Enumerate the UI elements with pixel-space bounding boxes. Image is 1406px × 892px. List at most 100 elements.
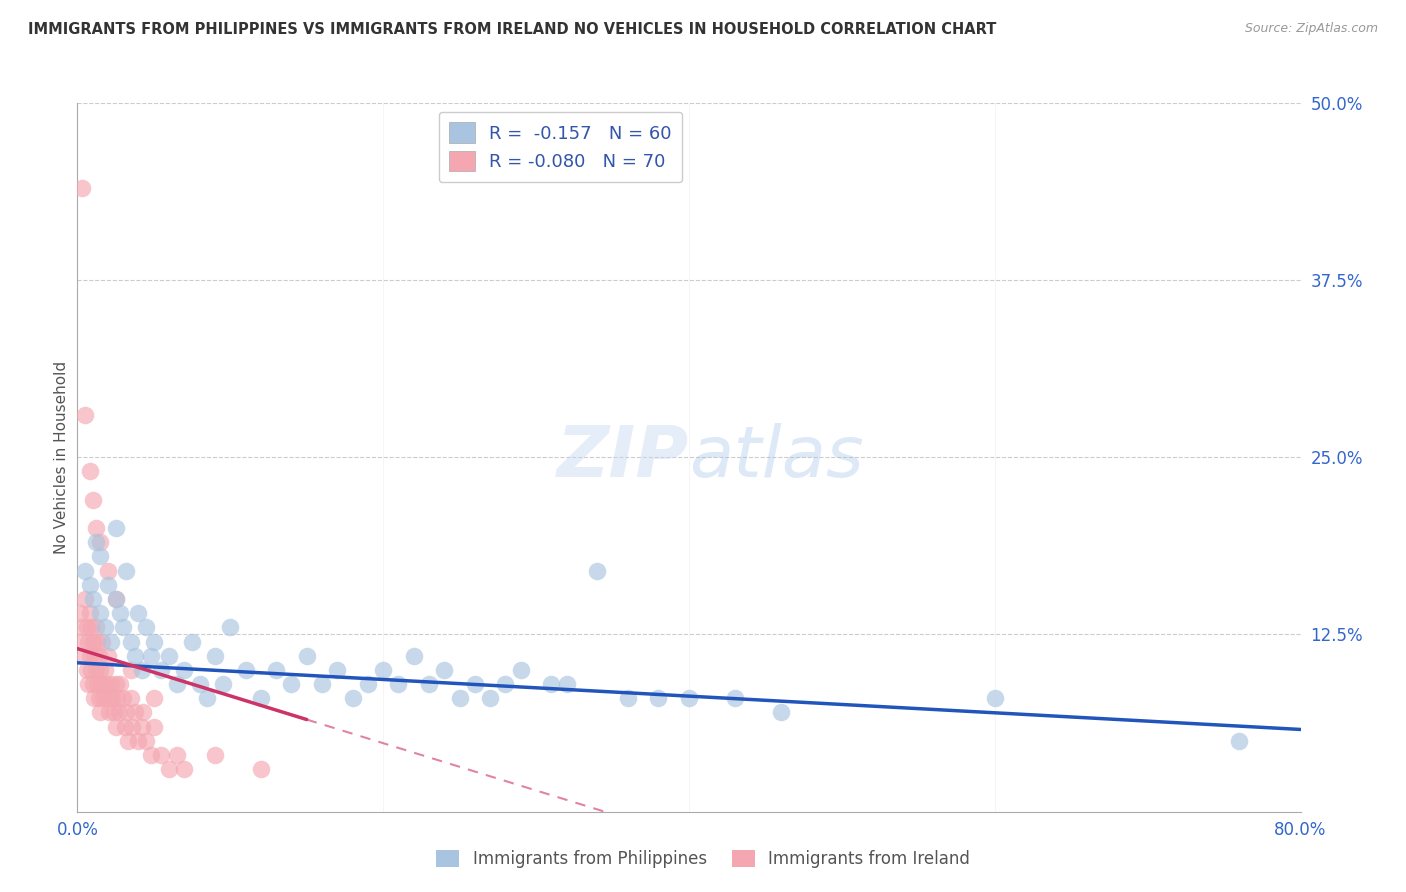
- Legend: Immigrants from Philippines, Immigrants from Ireland: Immigrants from Philippines, Immigrants …: [429, 843, 977, 875]
- Point: [76, 663, 98, 677]
- Point: [83, 691, 105, 706]
- Point: [104, 592, 127, 607]
- Point: [173, 762, 195, 776]
- Legend: R =  -0.157   N = 60, R = -0.080   N = 70: R = -0.157 N = 60, R = -0.080 N = 70: [439, 112, 682, 182]
- Point: [76, 620, 98, 634]
- Point: [139, 747, 162, 762]
- Point: [89, 706, 111, 720]
- Point: [79, 648, 101, 663]
- Point: [449, 691, 471, 706]
- Point: [121, 720, 143, 734]
- Point: [84, 521, 107, 535]
- Point: [79, 578, 101, 592]
- Point: [104, 677, 127, 691]
- Point: [82, 677, 104, 691]
- Text: ZIP: ZIP: [557, 423, 689, 491]
- Point: [402, 648, 425, 663]
- Point: [495, 677, 517, 691]
- Point: [157, 762, 180, 776]
- Point: [769, 706, 792, 720]
- Point: [112, 691, 135, 706]
- Point: [342, 691, 364, 706]
- Point: [100, 677, 122, 691]
- Point: [120, 691, 142, 706]
- Point: [127, 606, 149, 620]
- Point: [89, 663, 111, 677]
- Point: [89, 535, 111, 549]
- Point: [89, 606, 111, 620]
- Point: [100, 634, 122, 648]
- Point: [98, 706, 121, 720]
- Point: [264, 663, 287, 677]
- Point: [73, 564, 96, 578]
- Point: [97, 564, 120, 578]
- Point: [295, 648, 318, 663]
- Point: [181, 634, 204, 648]
- Point: [235, 663, 257, 677]
- Point: [173, 663, 195, 677]
- Point: [104, 720, 127, 734]
- Point: [97, 648, 120, 663]
- Point: [433, 663, 456, 677]
- Point: [73, 408, 96, 422]
- Point: [90, 634, 112, 648]
- Point: [82, 592, 104, 607]
- Point: [135, 733, 157, 747]
- Point: [87, 691, 110, 706]
- Point: [87, 648, 110, 663]
- Point: [94, 620, 117, 634]
- Point: [311, 677, 333, 691]
- Point: [70, 620, 93, 634]
- Point: [647, 691, 669, 706]
- Point: [101, 691, 124, 706]
- Point: [540, 677, 562, 691]
- Point: [464, 677, 486, 691]
- Point: [124, 706, 146, 720]
- Point: [91, 691, 114, 706]
- Text: Source: ZipAtlas.com: Source: ZipAtlas.com: [1244, 22, 1378, 36]
- Point: [112, 620, 135, 634]
- Point: [555, 677, 578, 691]
- Point: [131, 720, 153, 734]
- Point: [72, 634, 94, 648]
- Point: [135, 620, 157, 634]
- Point: [131, 663, 153, 677]
- Point: [79, 464, 101, 478]
- Point: [115, 564, 138, 578]
- Point: [84, 663, 107, 677]
- Point: [617, 691, 640, 706]
- Text: atlas: atlas: [689, 423, 863, 491]
- Point: [984, 691, 1007, 706]
- Point: [77, 634, 100, 648]
- Point: [509, 663, 531, 677]
- Point: [142, 634, 165, 648]
- Point: [94, 663, 117, 677]
- Point: [90, 677, 112, 691]
- Point: [120, 634, 142, 648]
- Point: [678, 691, 700, 706]
- Point: [103, 706, 125, 720]
- Point: [724, 691, 747, 706]
- Point: [142, 691, 165, 706]
- Point: [132, 706, 155, 720]
- Point: [108, 606, 131, 620]
- Point: [86, 677, 108, 691]
- Point: [84, 620, 107, 634]
- Point: [86, 634, 108, 648]
- Point: [115, 706, 138, 720]
- Point: [73, 592, 96, 607]
- Point: [82, 492, 104, 507]
- Point: [108, 677, 131, 691]
- Point: [127, 733, 149, 747]
- Point: [114, 720, 136, 734]
- Point: [479, 691, 502, 706]
- Point: [70, 180, 93, 194]
- Point: [1229, 733, 1251, 747]
- Point: [418, 677, 440, 691]
- Point: [195, 691, 218, 706]
- Point: [150, 663, 173, 677]
- Point: [124, 648, 146, 663]
- Point: [80, 620, 103, 634]
- Point: [357, 677, 380, 691]
- Point: [204, 648, 226, 663]
